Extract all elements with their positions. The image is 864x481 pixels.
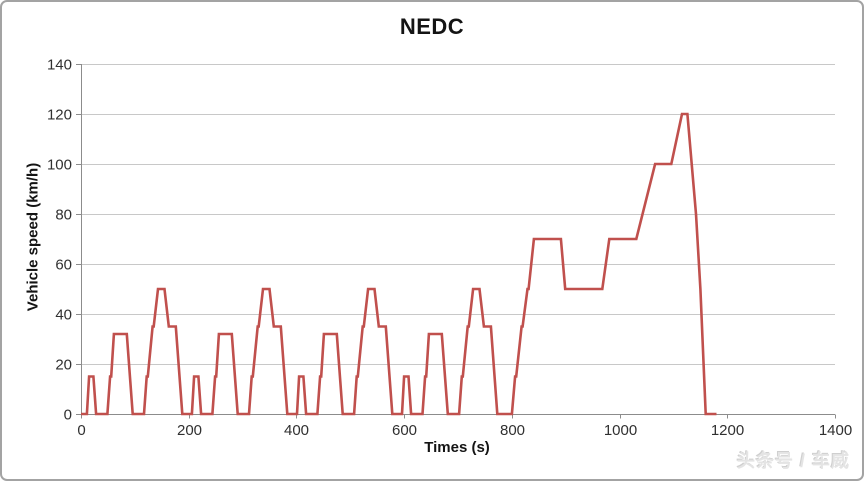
y-tick-label: 0 — [64, 407, 72, 424]
x-tick-label: 200 — [177, 422, 202, 439]
x-tick-label: 1400 — [819, 422, 852, 439]
y-tick-label: 100 — [47, 157, 72, 174]
y-tick-label: 80 — [55, 207, 72, 224]
x-tick-label: 400 — [284, 422, 309, 439]
x-tick-label: 1000 — [604, 422, 637, 439]
x-tick-label: 800 — [500, 422, 525, 439]
x-tick-label: 1200 — [711, 422, 744, 439]
speed-line-series — [81, 112, 717, 416]
y-tick-label: 40 — [55, 307, 72, 324]
y-axis-title: Vehicle speed (km/h) — [24, 162, 42, 312]
x-axis-title: Times (s) — [424, 439, 490, 456]
y-tick-label: 60 — [55, 257, 72, 274]
x-tick-label: 0 — [77, 422, 85, 439]
watermark-text: 头条号 / 车威 — [736, 451, 850, 471]
y-tick-label: 120 — [47, 107, 72, 124]
chart-title: NEDC — [399, 14, 465, 39]
y-tick-label: 140 — [47, 57, 72, 74]
y-tick-label: 20 — [55, 357, 72, 374]
x-tick-label: 600 — [392, 422, 417, 439]
